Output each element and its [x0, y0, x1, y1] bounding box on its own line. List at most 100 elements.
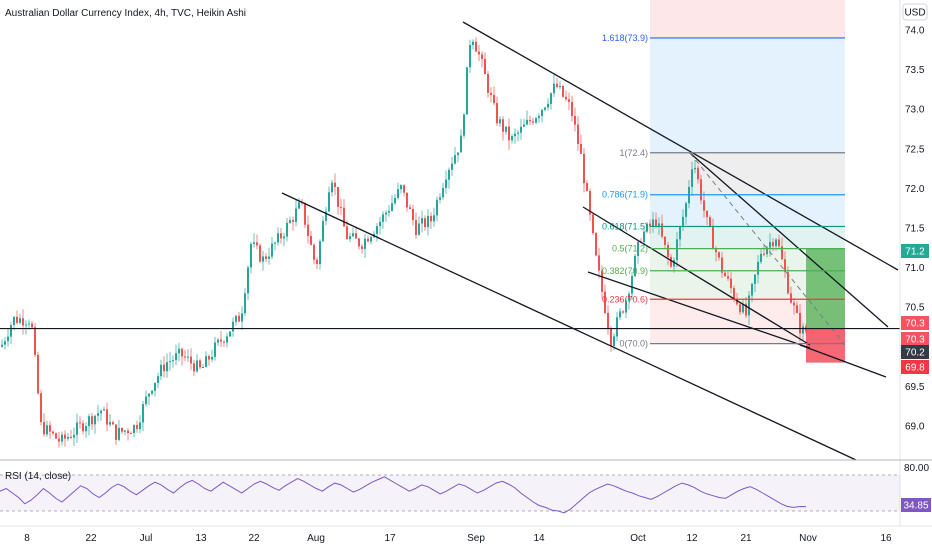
candle-body [634, 255, 636, 276]
currency-button[interactable]: USD [902, 3, 928, 21]
candle-body [166, 362, 168, 372]
price-tag-label: 70.3 [905, 335, 925, 346]
candle-body [454, 155, 456, 164]
long-position-target[interactable] [806, 248, 845, 329]
candle-body [25, 324, 27, 326]
candle-body [214, 342, 216, 357]
candle-body [346, 226, 348, 240]
candle-body [337, 187, 339, 207]
candle-body [742, 303, 744, 313]
candle-body [334, 182, 336, 188]
candle-body [457, 152, 459, 156]
candle-body [430, 215, 432, 222]
candle-body [436, 199, 438, 216]
fib-level-label: 0.236(70.6) [602, 294, 648, 304]
candle-body [322, 220, 324, 242]
candle-body [766, 247, 768, 255]
trendline-wedge-bottom[interactable] [799, 344, 887, 378]
candle-body [295, 208, 297, 223]
candle-body [403, 185, 405, 193]
candle-body [67, 436, 69, 439]
candle-body [775, 239, 777, 247]
candle-body [223, 341, 225, 343]
candle-body [718, 252, 720, 258]
candle-body [466, 67, 468, 115]
candle-body [43, 422, 45, 435]
trendline-wedge-top[interactable] [582, 206, 811, 346]
candle-body [679, 226, 681, 240]
time-axis[interactable]: 8 22 Jul 13 22 Aug 17 Sep 14 Oct 12 21 Nov 16 [24, 533, 892, 544]
price-tick: 71.0 [905, 263, 925, 274]
trendline-lower-channel[interactable] [281, 192, 857, 461]
long-position-stop[interactable] [806, 328, 845, 363]
price-tick: 72.0 [905, 184, 925, 195]
candle-body [409, 207, 411, 209]
candle-body [637, 241, 639, 256]
price-tag [901, 345, 929, 359]
candle-body [670, 256, 672, 267]
candle-body [46, 425, 48, 435]
candle-body [490, 92, 492, 95]
fib-zone [650, 194, 845, 227]
candle-body [265, 256, 267, 259]
candle-body [139, 422, 141, 429]
candle-body [529, 119, 531, 122]
candle-body [748, 295, 750, 316]
candle-body [739, 304, 741, 313]
candle-body [340, 206, 342, 208]
candle-body [658, 223, 660, 226]
candle-body [163, 364, 165, 372]
candle-body [547, 103, 549, 108]
fib-zone [650, 152, 845, 195]
candle-body [199, 360, 201, 368]
candle-body [121, 428, 123, 432]
candle-body [802, 326, 804, 334]
candle-body [556, 83, 558, 88]
trendlines-layer [281, 21, 899, 461]
trendline-mid-channel[interactable] [689, 152, 889, 328]
candle-body [682, 216, 684, 227]
candle-body [331, 182, 333, 193]
candle-body [694, 167, 696, 170]
candle-body [646, 223, 648, 232]
candle-body [154, 382, 156, 391]
candle-body [262, 256, 264, 262]
candle-body [667, 244, 669, 257]
candle-body [361, 246, 363, 249]
fib-level-label: 1(72.4) [619, 148, 648, 158]
candle-body [460, 135, 462, 153]
time-tick: 17 [384, 533, 396, 544]
candle-body [286, 222, 288, 237]
candle-body [595, 233, 597, 256]
trendline-wedge-mid[interactable] [587, 271, 811, 349]
candle-body [790, 293, 792, 303]
candle-body [34, 327, 36, 355]
candle-body [349, 236, 351, 240]
candle-body [508, 126, 510, 141]
candle-body [109, 422, 111, 425]
candle-body [442, 187, 444, 198]
candle-body [745, 303, 747, 316]
candle-body [406, 192, 408, 208]
candle-body [124, 430, 126, 432]
candle-body [277, 233, 279, 243]
candle-body [22, 318, 24, 326]
candle-body [316, 259, 318, 264]
candle-body [211, 356, 213, 360]
candle-body [10, 324, 12, 337]
candle-body [364, 238, 366, 249]
time-tick: 22 [248, 533, 260, 544]
candle-body [673, 260, 675, 267]
candle-body [772, 242, 774, 247]
candle-body [562, 85, 564, 97]
candle-body [217, 339, 219, 343]
candle-body [292, 220, 294, 223]
candle-body [625, 300, 627, 313]
candle-body [7, 336, 9, 342]
candle-body [202, 366, 204, 368]
trendline-upper-channel[interactable] [462, 21, 899, 271]
candle-body [73, 434, 75, 438]
candle-body [505, 126, 507, 132]
candle-body [58, 438, 60, 442]
